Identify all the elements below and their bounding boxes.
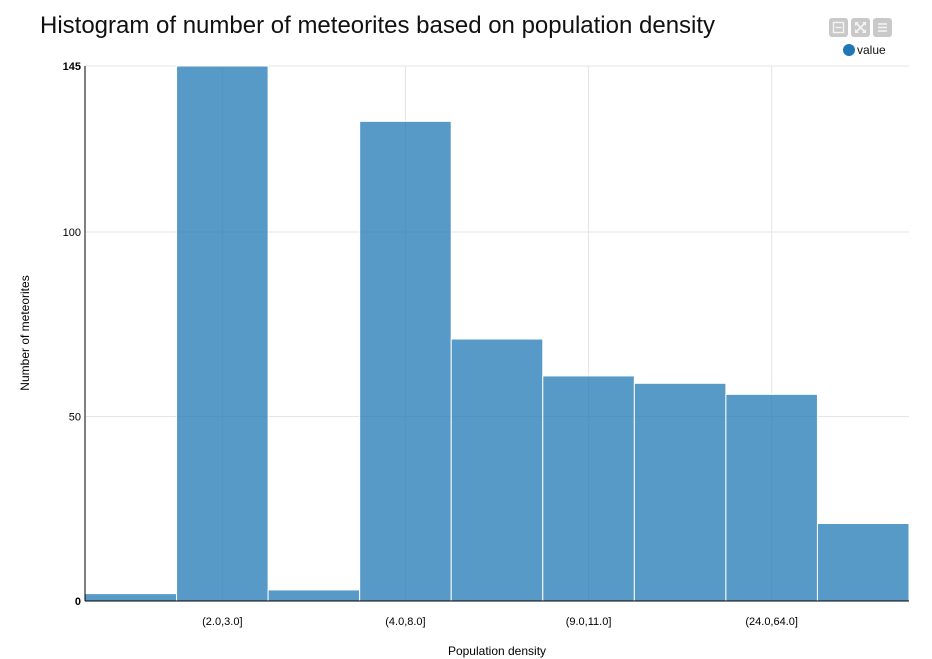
x-tick-label: (2.0,3.0] [202,616,242,628]
legend-item-value[interactable]: value [843,43,886,57]
x-ticks: (2.0,3.0] (4.0,8.0] (9.0,11.0] (24.0,64.0] [202,616,798,628]
fullscreen-icon[interactable] [851,18,870,37]
bars [84,65,910,602]
histogram-bar[interactable] [359,120,452,602]
x-axis-label: Population density [448,644,546,658]
histogram-bar[interactable] [267,589,361,602]
legend-marker [843,44,855,56]
chart-title: Histogram of number of meteorites based … [40,12,716,39]
y-tick-label: 0 [75,596,81,608]
histogram-bar[interactable] [176,65,269,602]
y-ticks: 0 50 100 145 [63,61,81,608]
y-tick-label: 100 [63,227,81,239]
histogram-bar[interactable] [633,382,727,602]
axes [84,66,909,602]
menu-icon[interactable] [873,18,892,37]
chart-toolbar [829,18,892,37]
x-tick-label: (24.0,64.0] [745,616,798,628]
y-tick-label: 145 [63,61,81,73]
histogram-bar[interactable] [84,593,178,602]
histogram-bar[interactable] [450,338,544,602]
y-axis-label: Number of meteorites [18,275,32,390]
minimize-icon[interactable] [829,18,848,37]
x-tick-label: (9.0,11.0] [566,616,612,628]
x-tick-label: (4.0,8.0] [385,616,425,628]
histogram-bar[interactable] [725,393,818,602]
legend-label: value [857,43,886,57]
y-tick-label: 50 [69,412,81,424]
histogram-bar[interactable] [542,375,635,602]
histogram-bar[interactable] [816,523,910,602]
